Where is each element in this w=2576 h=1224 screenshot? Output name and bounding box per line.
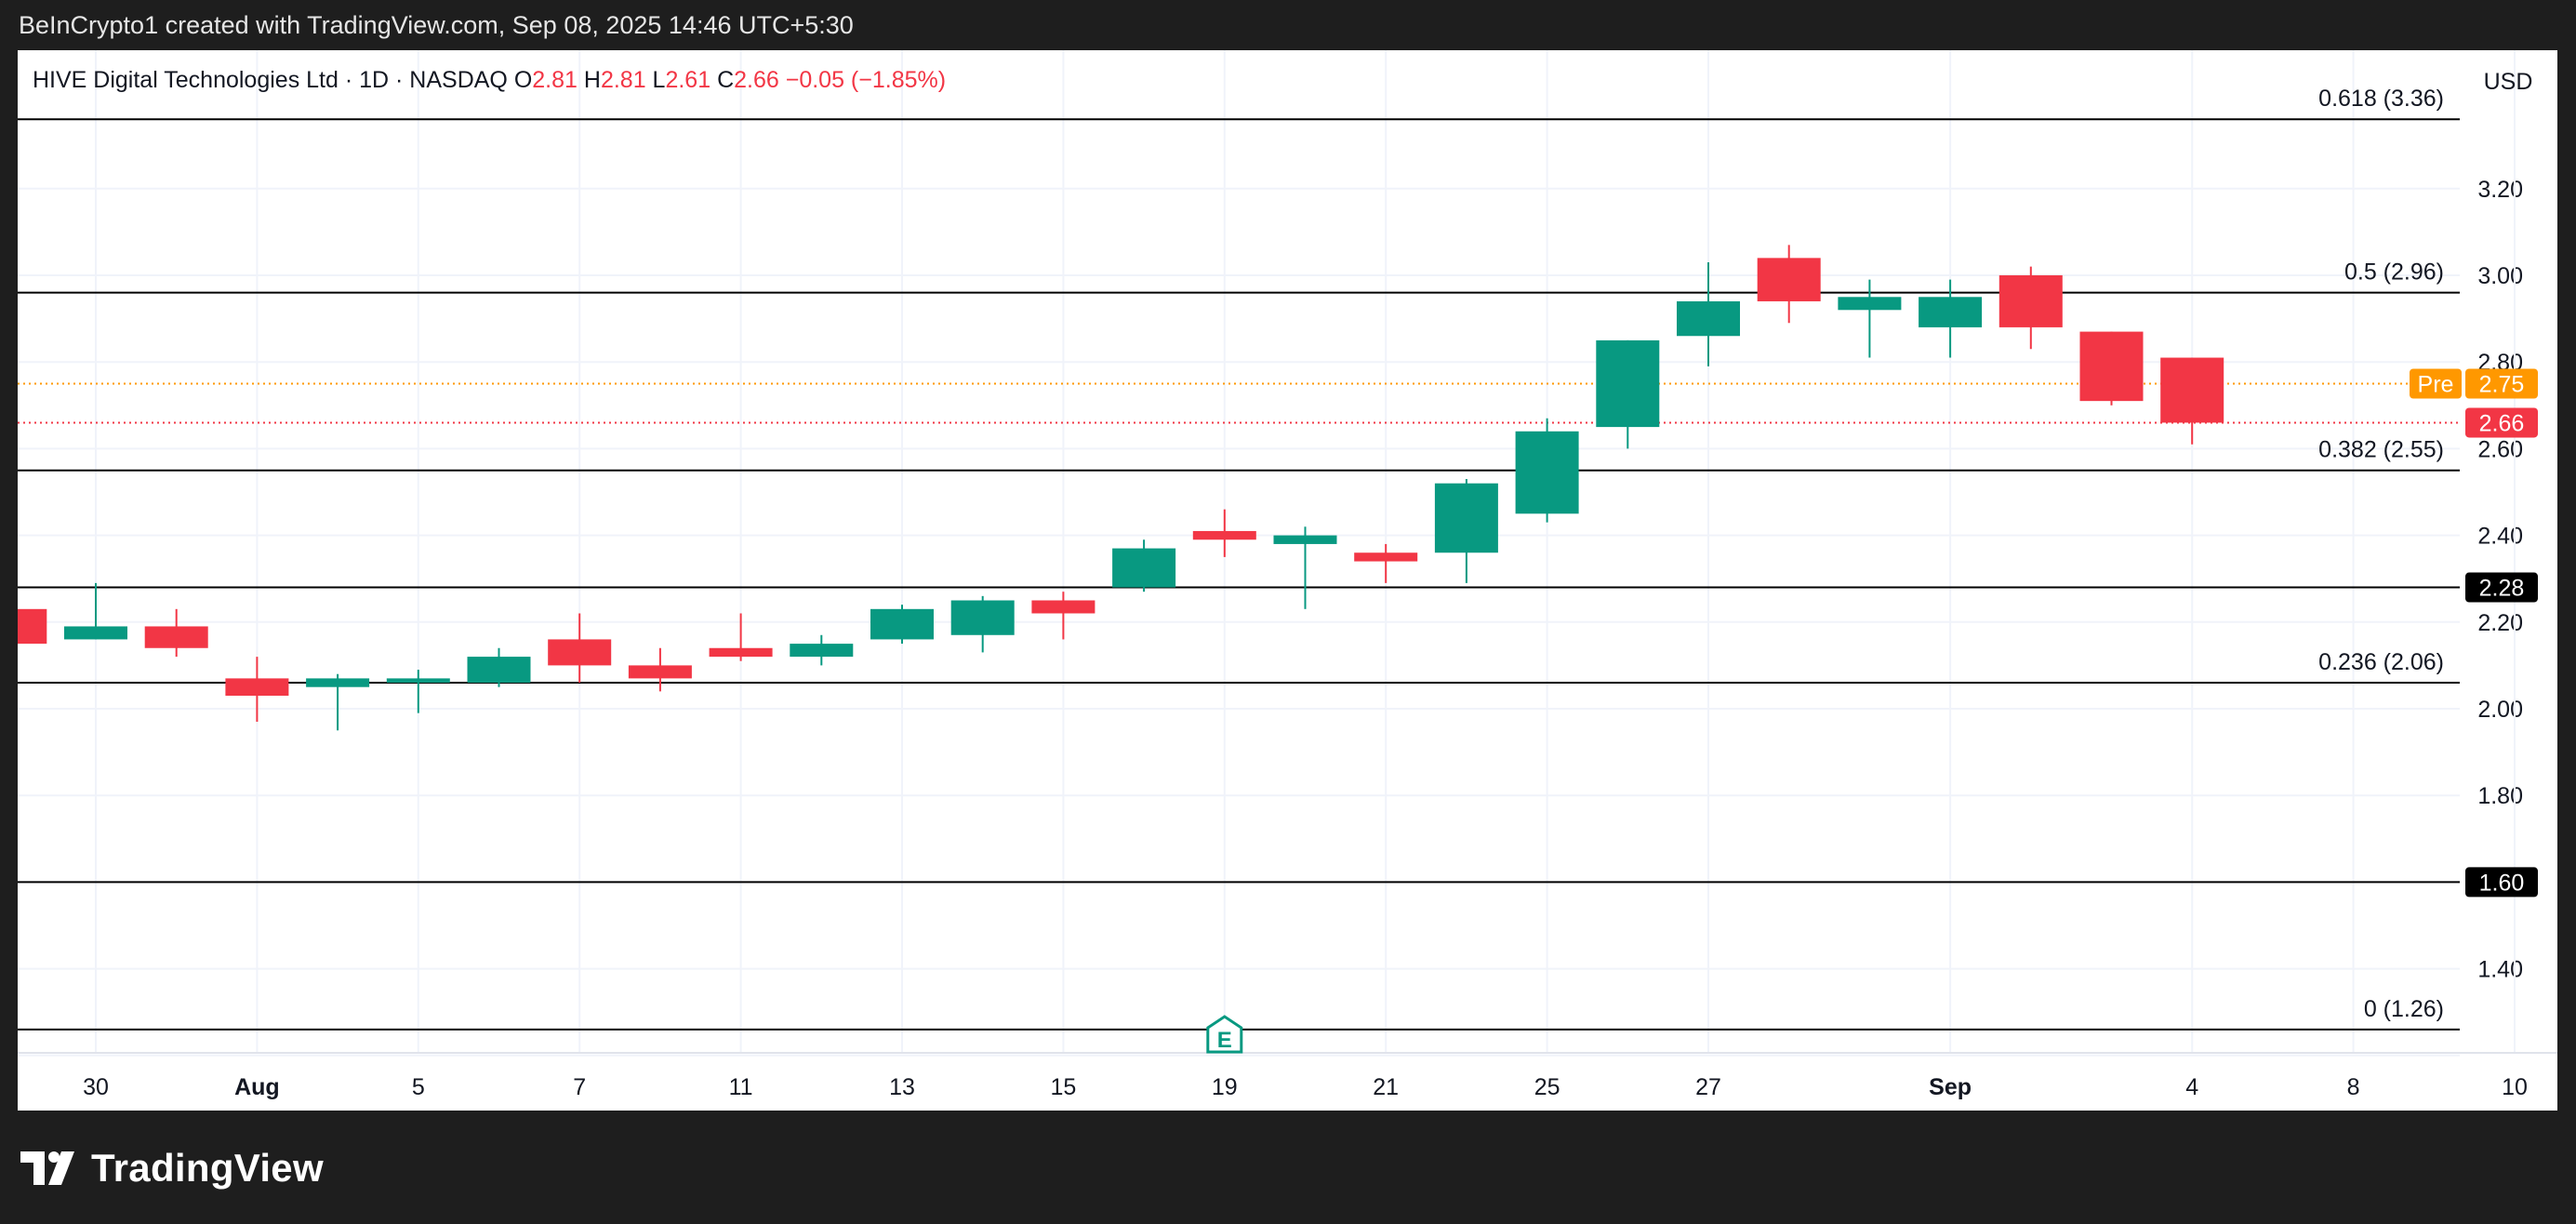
x-tick-label: Aug [234,1074,280,1100]
x-tick-label: 25 [1534,1074,1560,1100]
x-tick-label: 4 [2185,1074,2198,1100]
x-tick-label: 7 [573,1074,586,1100]
candle-body-up[interactable] [1838,297,1902,311]
footer-brand: TradingView [91,1146,324,1190]
candle-body-down[interactable] [2079,331,2144,402]
candle-body-down[interactable] [1998,275,2063,327]
candle-body-up[interactable] [1677,300,1740,337]
candle-body-down[interactable] [1354,552,1418,562]
candle-body-up[interactable] [1112,548,1176,588]
x-tick-label: 30 [83,1074,109,1100]
attribution-bar: BeInCrypto1 created with TradingView.com… [0,0,2576,50]
tradingview-logo: TradingView [20,1140,324,1196]
x-tick-label: 27 [1695,1074,1721,1100]
x-tick-label: 8 [2347,1074,2360,1100]
x-tick-label: Sep [1929,1074,1972,1100]
y-tick-label: 3.00 [2477,263,2523,289]
level-label: 0.618 (3.36) [2318,86,2444,112]
pre-market-tag [2410,368,2462,399]
pre-market-tag-text: Pre [2418,372,2454,398]
attribution-text: BeInCrypto1 created with TradingView.com… [19,11,854,39]
candle-body-up[interactable] [386,678,450,684]
pre-market-price-badge [2465,368,2538,399]
x-tick-label: 10 [2502,1074,2528,1100]
last-price-badge [2465,407,2538,438]
last-price-text: 2.66 [2479,410,2525,436]
candle-body-up[interactable] [1515,431,1579,514]
pre-market-price-text: 2.75 [2479,372,2525,398]
x-tick-label: 21 [1373,1074,1399,1100]
candle-body-up[interactable] [1273,535,1337,544]
y-tick-label: 1.40 [2477,957,2523,983]
y-tick-label: 2.00 [2477,697,2523,723]
candle-body-down[interactable] [18,608,47,645]
candle-body-up[interactable] [790,644,854,658]
candle-body-down[interactable] [144,626,208,648]
level-price-badge-text: 2.28 [2479,576,2525,602]
candle-body-up[interactable] [1596,339,1660,428]
candle-body-up[interactable] [950,600,1015,635]
y-tick-label: 1.80 [2477,783,2523,809]
candle-body-up[interactable] [870,608,934,640]
level-price-badge [2465,867,2538,898]
x-tick-label: 15 [1050,1074,1076,1100]
candle-body-down[interactable] [548,639,612,666]
tradingview-logo-icon [20,1151,74,1185]
x-tick-label: 13 [889,1074,915,1100]
y-tick-label: 2.60 [2477,436,2523,462]
currency-label: USD [2484,69,2533,95]
candle-body-up[interactable] [64,626,127,640]
candle-body-down[interactable] [1192,530,1256,540]
ohlc-legend: HIVE Digital Technologies Ltd · 1D · NAS… [33,67,946,93]
candle-body-up[interactable] [306,678,370,687]
y-tick-label: 3.20 [2477,177,2523,203]
level-price-badge [2465,572,2538,603]
candle-body-down[interactable] [225,678,289,697]
candle-body-down[interactable] [709,647,773,658]
chart-panel[interactable]: 1.401.601.802.002.202.402.602.803.003.20… [18,50,2557,1111]
level-label: 0 (1.26) [2364,996,2444,1022]
candle-body-up[interactable] [1919,297,1983,327]
level-price-badge-text: 1.60 [2479,870,2525,896]
level-label: 0.382 (2.55) [2318,437,2444,463]
x-tick-label: 11 [729,1074,753,1100]
earnings-marker-label: E [1217,1028,1232,1053]
y-tick-label: 2.40 [2477,524,2523,550]
earnings-marker-icon[interactable] [1206,1015,1243,1054]
candle-body-down[interactable] [1031,600,1095,614]
x-tick-label: 19 [1212,1074,1238,1100]
candle-body-down[interactable] [1757,258,1821,301]
level-label: 0.236 (2.06) [2318,649,2444,675]
candles-group [18,245,2224,731]
level-label: 0.5 (2.96) [2344,259,2444,286]
candle-body-up[interactable] [1434,483,1498,553]
y-tick-label: 2.20 [2477,610,2523,636]
candle-body-down[interactable] [2160,357,2224,423]
x-tick-label: 5 [412,1074,425,1100]
candle-body-up[interactable] [467,657,531,684]
candle-body-down[interactable] [628,665,692,679]
candlestick-chart[interactable]: 1.401.601.802.002.202.402.602.803.003.20… [18,50,2557,1111]
